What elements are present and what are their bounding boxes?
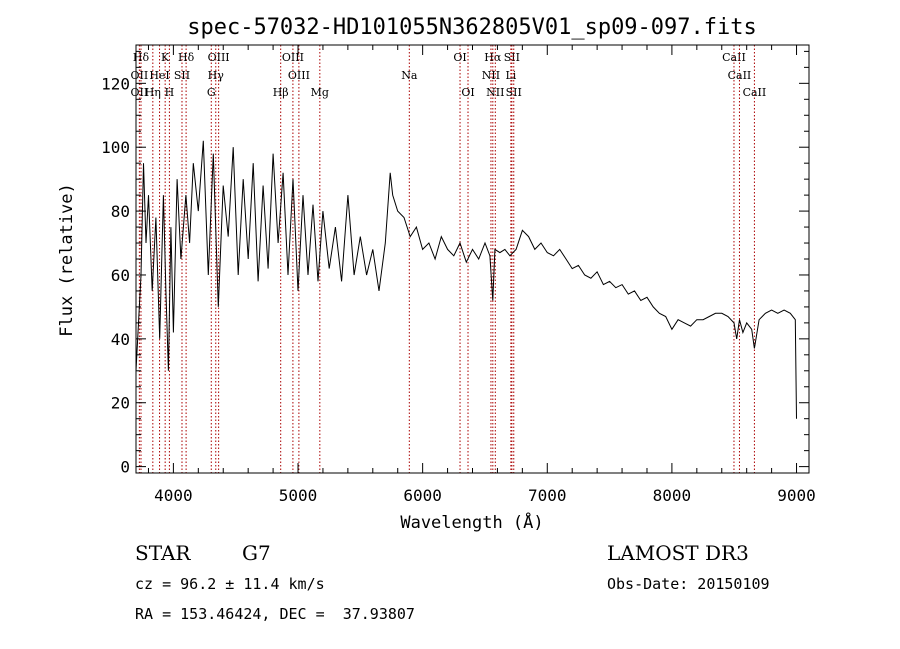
y-tick-label: 80 bbox=[111, 202, 130, 221]
line-marker-label: OIII bbox=[208, 51, 230, 64]
line-marker-label: OII bbox=[131, 69, 149, 82]
x-tick-label: 4000 bbox=[154, 486, 193, 505]
line-marker-label: Hδ bbox=[133, 51, 150, 64]
line-marker-label: Hη bbox=[145, 86, 161, 99]
y-axis: 0 20 40 60 80 100 120 bbox=[101, 50, 809, 477]
line-marker-label: Hγ bbox=[208, 69, 225, 82]
line-marker-label: OI bbox=[453, 51, 466, 64]
line-marker-label: Hα bbox=[484, 51, 502, 64]
line-marker-label: NII bbox=[486, 86, 504, 99]
y-tick-label: 120 bbox=[101, 74, 130, 93]
redshift-cz: cz = 96.2 ± 11.4 km/s bbox=[135, 575, 325, 593]
line-marker-label: SII bbox=[174, 69, 190, 82]
x-tick-label: 8000 bbox=[653, 486, 692, 505]
x-axis-label: Wavelength (Å) bbox=[400, 511, 543, 533]
line-marker-label: CaII bbox=[722, 51, 746, 64]
line-marker-label: OI bbox=[461, 86, 474, 99]
coordinates: RA = 153.46424, DEC = 37.93807 bbox=[135, 605, 415, 623]
spectrum-line bbox=[135, 140, 797, 419]
x-tick-label: 5000 bbox=[279, 486, 318, 505]
line-marker-label: CaII bbox=[743, 86, 767, 99]
survey-name: LAMOST DR3 bbox=[607, 541, 749, 565]
object-class: STAR bbox=[135, 541, 191, 565]
y-tick-label: 40 bbox=[111, 330, 130, 349]
line-marker-label: Mg bbox=[311, 86, 329, 99]
y-tick-label: 20 bbox=[111, 394, 130, 413]
line-marker-label: Hβ bbox=[273, 86, 289, 99]
line-marker-label: G bbox=[207, 86, 216, 99]
line-marker-label: NII bbox=[482, 69, 500, 82]
chart-title: spec-57032-HD101055N362805V01_sp09-097.f… bbox=[187, 15, 757, 40]
plot-frame bbox=[135, 44, 810, 474]
line-marker-label: H bbox=[165, 86, 175, 99]
x-tick-label: 9000 bbox=[777, 486, 816, 505]
y-axis-label: Flux (relative) bbox=[57, 183, 77, 337]
object-subclass: G7 bbox=[242, 541, 271, 565]
y-tick-label: 60 bbox=[111, 266, 130, 285]
y-tick-label: 0 bbox=[120, 458, 130, 477]
line-marker-label: OIII bbox=[282, 51, 304, 64]
line-marker-label: OII bbox=[131, 86, 149, 99]
line-marker-label: CaII bbox=[728, 69, 752, 82]
x-tick-label: 6000 bbox=[403, 486, 442, 505]
observation-date: Obs-Date: 20150109 bbox=[607, 575, 770, 593]
x-tick-label: 7000 bbox=[528, 486, 567, 505]
line-marker-label: SII bbox=[504, 51, 520, 64]
line-marker-label: OIII bbox=[288, 69, 310, 82]
line-marker-label: Na bbox=[401, 69, 418, 82]
line-marker-label: Hδ bbox=[178, 51, 195, 64]
line-marker-label: Li bbox=[505, 69, 516, 82]
line-marker-label: K bbox=[161, 51, 170, 64]
y-tick-label: 100 bbox=[101, 138, 130, 157]
line-marker-label: SII bbox=[506, 86, 522, 99]
line-marker-label: HeI bbox=[149, 69, 169, 82]
x-axis: 4000 5000 6000 7000 8000 9000 bbox=[147, 45, 816, 505]
